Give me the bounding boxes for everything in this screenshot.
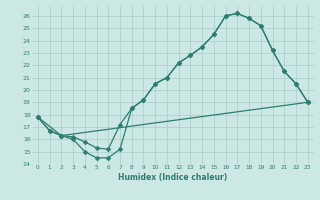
X-axis label: Humidex (Indice chaleur): Humidex (Indice chaleur) [118,173,228,182]
